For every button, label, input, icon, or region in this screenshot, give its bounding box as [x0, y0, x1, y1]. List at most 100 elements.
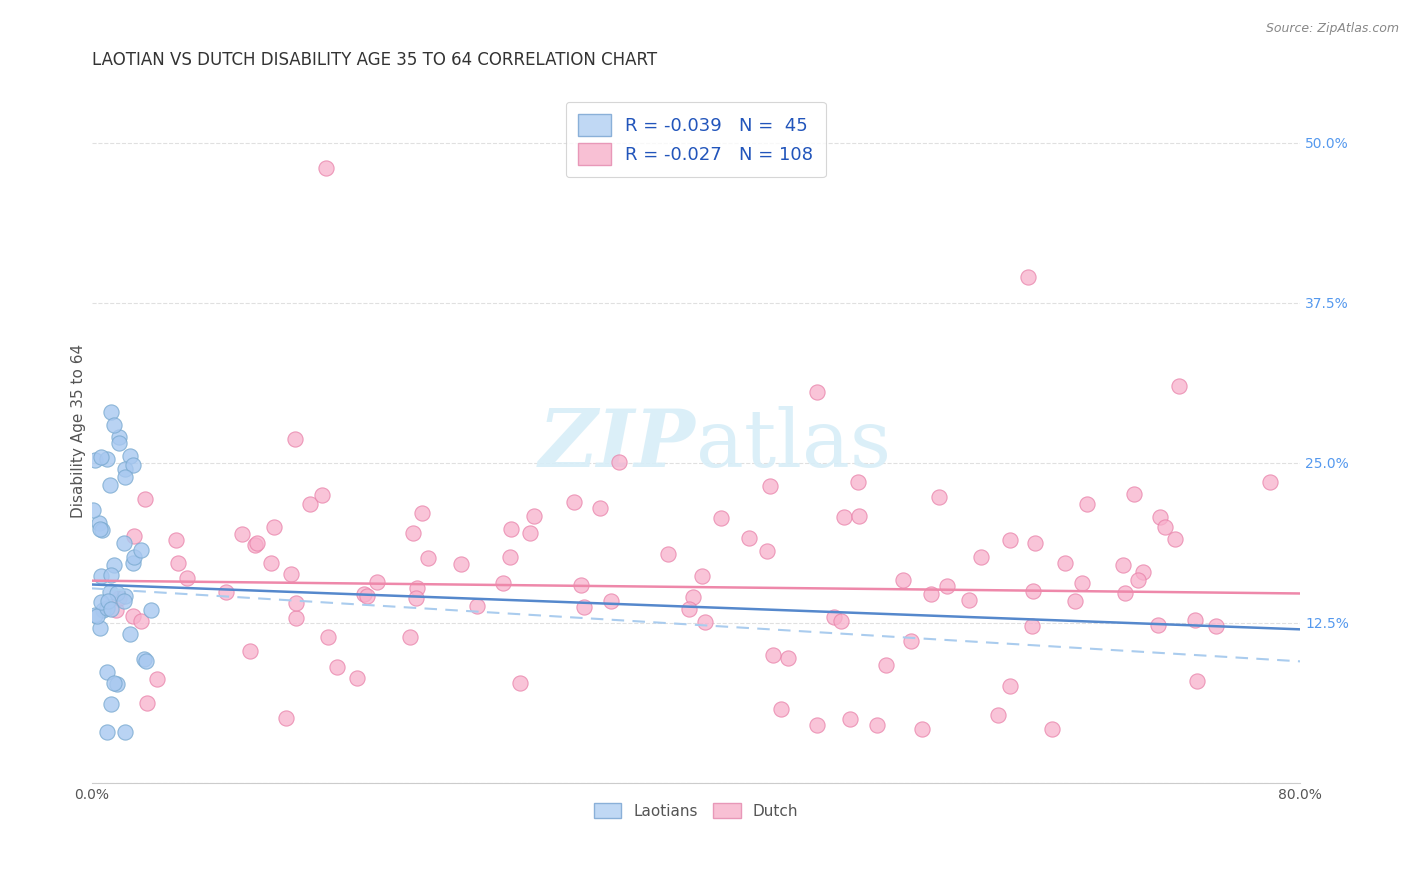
Point — [1076, 497, 1098, 511]
Point — [105, 586, 128, 600]
Point — [823, 610, 845, 624]
Point — [1024, 535, 1046, 549]
Point — [114, 469, 136, 483]
Point — [693, 615, 716, 629]
Point — [326, 660, 349, 674]
Point — [114, 589, 136, 603]
Point — [1126, 574, 1149, 588]
Point — [280, 567, 302, 582]
Y-axis label: Disability Age 35 to 64: Disability Age 35 to 64 — [72, 343, 86, 518]
Point — [839, 712, 862, 726]
Point — [285, 611, 308, 625]
Point — [167, 557, 190, 571]
Point — [86, 609, 108, 624]
Point — [778, 650, 800, 665]
Point — [100, 568, 122, 582]
Point — [112, 535, 135, 549]
Point — [589, 501, 612, 516]
Point — [316, 630, 339, 644]
Point — [832, 509, 855, 524]
Point — [118, 626, 141, 640]
Point — [96, 452, 118, 467]
Point — [1149, 510, 1171, 524]
Point — [848, 475, 870, 489]
Point — [830, 614, 852, 628]
Point — [1022, 583, 1045, 598]
Point — [970, 550, 993, 565]
Point — [90, 595, 112, 609]
Point — [1017, 270, 1039, 285]
Point — [129, 614, 152, 628]
Point — [1168, 379, 1191, 393]
Point — [311, 488, 333, 502]
Point — [100, 697, 122, 711]
Point — [600, 593, 623, 607]
Point — [366, 574, 388, 589]
Point — [82, 503, 104, 517]
Point — [108, 436, 131, 450]
Point — [90, 569, 112, 583]
Point — [260, 556, 283, 570]
Point — [1114, 586, 1136, 600]
Point — [1053, 557, 1076, 571]
Point — [98, 585, 121, 599]
Point — [571, 578, 593, 592]
Point — [499, 522, 522, 536]
Point — [103, 558, 125, 572]
Point — [1185, 673, 1208, 688]
Point — [399, 630, 422, 644]
Point — [89, 522, 111, 536]
Point — [105, 677, 128, 691]
Point — [411, 506, 433, 520]
Point — [89, 621, 111, 635]
Point — [97, 594, 120, 608]
Point — [122, 458, 145, 472]
Point — [96, 724, 118, 739]
Point — [356, 589, 378, 603]
Point — [1071, 575, 1094, 590]
Point — [911, 723, 934, 737]
Point — [134, 651, 156, 665]
Point — [499, 549, 522, 564]
Text: Source: ZipAtlas.com: Source: ZipAtlas.com — [1265, 22, 1399, 36]
Point — [1184, 613, 1206, 627]
Point — [107, 591, 129, 606]
Point — [519, 525, 541, 540]
Point — [96, 601, 118, 615]
Point — [848, 508, 870, 523]
Point — [246, 535, 269, 549]
Point — [402, 526, 425, 541]
Point — [91, 523, 114, 537]
Point — [84, 608, 107, 623]
Point — [900, 634, 922, 648]
Point — [100, 404, 122, 418]
Point — [90, 450, 112, 465]
Point — [165, 533, 187, 548]
Point — [1163, 533, 1185, 547]
Point — [346, 671, 368, 685]
Point — [231, 527, 253, 541]
Point — [135, 696, 157, 710]
Point — [121, 608, 143, 623]
Point — [755, 544, 778, 558]
Point — [806, 385, 828, 400]
Text: atlas: atlas — [696, 406, 891, 483]
Point — [263, 520, 285, 534]
Point — [122, 529, 145, 543]
Point — [239, 644, 262, 658]
Point — [96, 665, 118, 679]
Point — [891, 573, 914, 587]
Point — [1258, 475, 1281, 489]
Point — [492, 576, 515, 591]
Point — [405, 591, 427, 605]
Point — [114, 462, 136, 476]
Point — [1064, 593, 1087, 607]
Point — [657, 547, 679, 561]
Point — [176, 571, 198, 585]
Point — [509, 676, 531, 690]
Point — [562, 495, 585, 509]
Point — [135, 654, 157, 668]
Point — [987, 708, 1010, 723]
Point — [450, 558, 472, 572]
Point — [920, 587, 942, 601]
